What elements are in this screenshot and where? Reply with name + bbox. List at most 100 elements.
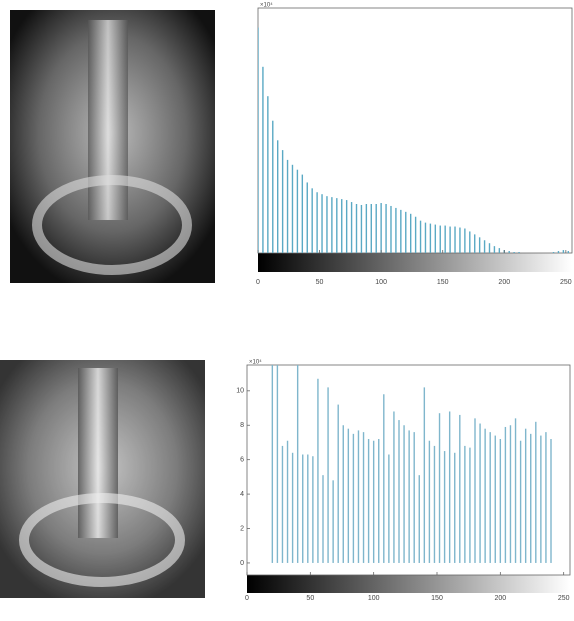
bars bbox=[257, 28, 569, 253]
bar bbox=[484, 429, 485, 563]
figure: ×10⁴050100150200250×10⁴05010015020025002… bbox=[0, 0, 574, 621]
bar bbox=[338, 405, 339, 563]
bar bbox=[545, 432, 546, 563]
bar bbox=[380, 203, 381, 253]
bar bbox=[398, 420, 399, 563]
bar bbox=[553, 252, 554, 253]
bar bbox=[403, 425, 404, 563]
bar bbox=[500, 439, 501, 563]
x-tick-label: 50 bbox=[316, 279, 324, 286]
bar bbox=[277, 140, 278, 253]
bar bbox=[530, 434, 531, 563]
bar bbox=[408, 430, 409, 563]
bars bbox=[272, 322, 552, 563]
bar bbox=[332, 480, 333, 563]
y-tick-label: 6 bbox=[240, 457, 244, 464]
xray-original bbox=[10, 10, 215, 283]
bar bbox=[343, 425, 344, 563]
bar bbox=[373, 441, 374, 563]
bar bbox=[316, 192, 317, 253]
bar bbox=[353, 434, 354, 563]
page: {"chart_data": [ {"type": "bar", "y_labe… bbox=[0, 0, 574, 621]
bar bbox=[363, 432, 364, 563]
colorbar bbox=[247, 575, 570, 593]
bar bbox=[444, 451, 445, 563]
bar bbox=[515, 418, 516, 563]
bar bbox=[267, 96, 268, 253]
bar bbox=[449, 411, 450, 562]
bar bbox=[390, 206, 391, 253]
bar bbox=[388, 455, 389, 563]
bar bbox=[435, 225, 436, 253]
bar bbox=[358, 430, 359, 563]
bar bbox=[499, 248, 500, 253]
bar bbox=[459, 228, 460, 253]
bar bbox=[383, 394, 384, 563]
bar bbox=[326, 196, 327, 253]
bar bbox=[489, 243, 490, 253]
bar bbox=[535, 422, 536, 563]
bar bbox=[513, 252, 514, 253]
bar bbox=[368, 439, 369, 563]
bar bbox=[292, 453, 293, 563]
bar bbox=[464, 229, 465, 254]
bar bbox=[277, 322, 278, 563]
bar bbox=[307, 182, 308, 253]
bar bbox=[449, 227, 450, 253]
y-axis-label: ×10⁴ bbox=[260, 2, 273, 9]
bar bbox=[336, 198, 337, 253]
bar bbox=[351, 202, 352, 253]
bar bbox=[297, 170, 298, 253]
x-tick-label: 200 bbox=[494, 595, 506, 602]
bar bbox=[474, 234, 475, 253]
bar bbox=[429, 441, 430, 563]
bar bbox=[272, 322, 273, 563]
bar bbox=[474, 418, 475, 563]
bar bbox=[346, 200, 347, 253]
bar bbox=[440, 226, 441, 253]
bar bbox=[469, 448, 470, 563]
bar bbox=[282, 446, 283, 563]
bar bbox=[405, 212, 406, 253]
bar bbox=[420, 221, 421, 253]
bar bbox=[414, 432, 415, 563]
bar bbox=[469, 231, 470, 253]
bar bbox=[287, 160, 288, 253]
bar bbox=[317, 379, 318, 563]
bar bbox=[563, 250, 564, 253]
bar bbox=[430, 224, 431, 253]
bar bbox=[439, 413, 440, 563]
bar bbox=[312, 456, 313, 563]
bar bbox=[331, 197, 332, 253]
xray-equalized bbox=[0, 360, 205, 598]
bar bbox=[302, 175, 303, 253]
bar bbox=[484, 240, 485, 253]
bar bbox=[415, 217, 416, 253]
bar bbox=[454, 453, 455, 563]
bar bbox=[321, 194, 322, 253]
bar bbox=[568, 251, 569, 253]
y-tick-label: 4 bbox=[240, 491, 244, 498]
bar bbox=[419, 475, 420, 563]
bar bbox=[371, 204, 372, 253]
bar bbox=[376, 204, 377, 253]
bar bbox=[520, 441, 521, 563]
y-tick-label: 0 bbox=[240, 560, 244, 567]
bar bbox=[297, 322, 298, 563]
bar bbox=[425, 223, 426, 253]
bar bbox=[307, 455, 308, 563]
bar bbox=[505, 427, 506, 563]
bar bbox=[558, 251, 559, 253]
y-tick-label: 10 bbox=[236, 388, 244, 395]
y-tick-label: 2 bbox=[240, 525, 244, 532]
bar bbox=[292, 165, 293, 253]
bar bbox=[464, 446, 465, 563]
bar bbox=[327, 387, 328, 563]
bar bbox=[385, 204, 386, 253]
x-tick-label: 150 bbox=[437, 279, 449, 286]
bar bbox=[525, 429, 526, 563]
bar bbox=[479, 424, 480, 563]
x-tick-label: 200 bbox=[498, 279, 510, 286]
bar bbox=[395, 208, 396, 253]
bar bbox=[341, 199, 342, 253]
